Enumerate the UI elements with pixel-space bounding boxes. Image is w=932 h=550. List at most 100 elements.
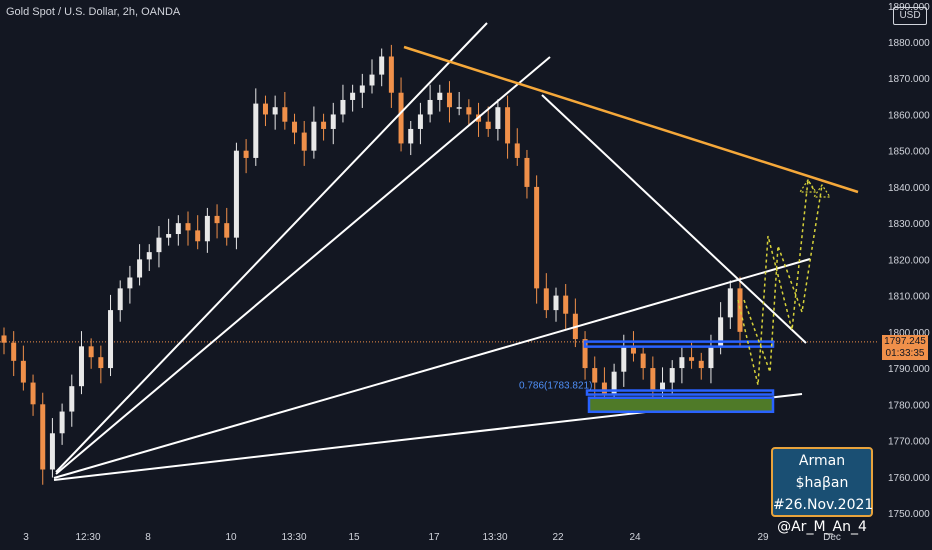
y-tick-label: 1770.000 xyxy=(888,437,930,448)
candle-body xyxy=(156,237,162,253)
trendline-steep xyxy=(55,22,488,473)
candle-body xyxy=(30,382,36,405)
candle-body xyxy=(321,121,327,129)
fib-box xyxy=(585,389,775,396)
x-tick-label: 22 xyxy=(552,532,564,543)
x-tick-label: 13:30 xyxy=(482,532,507,543)
signature-handle: @Ar_M_An_4 xyxy=(777,519,867,535)
candle-body xyxy=(417,114,423,129)
time-axis xyxy=(0,522,878,550)
candle-body xyxy=(727,288,733,318)
y-tick-label: 1750.000 xyxy=(888,509,930,520)
candle-body xyxy=(262,103,268,115)
candle-body xyxy=(718,317,724,347)
x-tick-label: 13:30 xyxy=(281,532,306,543)
candle-body xyxy=(543,288,549,311)
candle-body xyxy=(59,411,65,434)
candle-body xyxy=(350,92,356,100)
resistance-box xyxy=(583,340,775,348)
author-signature-box: Arman $haβan #26.Nov.2021 @Ar_M_An_4 xyxy=(771,447,874,535)
candle-body xyxy=(117,288,123,311)
candle-body xyxy=(689,357,695,361)
candle-body xyxy=(282,107,288,122)
candle-body xyxy=(427,99,433,115)
y-tick-label: 1800.000 xyxy=(888,328,930,339)
x-tick-label: Dec xyxy=(823,532,841,543)
candle-body xyxy=(292,121,298,133)
candle-body xyxy=(340,99,346,115)
support-zone-box xyxy=(587,396,775,414)
candle-body xyxy=(204,215,210,242)
candle-body xyxy=(224,223,230,238)
candle-body xyxy=(359,85,365,93)
candle-body xyxy=(582,339,588,369)
projection-path-right xyxy=(743,184,823,373)
fib-level-label: 0.786(1783.821) xyxy=(519,380,592,391)
candle-body xyxy=(495,107,501,129)
candle-body xyxy=(650,368,656,390)
x-tick-label: 15 xyxy=(348,532,360,543)
candle-body xyxy=(592,368,598,383)
candle-body xyxy=(601,382,607,394)
chart-title: Gold Spot / U.S. Dollar, 2h, OANDA xyxy=(6,6,181,18)
candle-body xyxy=(437,92,443,100)
y-tick-label: 1880.000 xyxy=(888,38,930,49)
candle-body xyxy=(679,357,685,369)
candle-body xyxy=(1,335,7,343)
y-tick-label: 1860.000 xyxy=(888,110,930,121)
y-tick-label: 1810.000 xyxy=(888,292,930,303)
candle-body xyxy=(630,346,636,354)
candle-body xyxy=(369,74,375,86)
projection-arrowhead-right xyxy=(812,183,832,198)
candle-body xyxy=(137,259,143,278)
candle-body xyxy=(233,150,239,238)
x-tick-label: 29 xyxy=(757,532,769,543)
candle-body xyxy=(456,107,462,109)
y-tick-label: 1820.000 xyxy=(888,255,930,266)
projection-arrowhead-left xyxy=(798,178,818,193)
candle-body xyxy=(49,433,55,470)
current-price-label: 1797.245 xyxy=(884,336,926,347)
candle-body xyxy=(640,353,646,369)
candle-body xyxy=(466,107,472,115)
y-tick-label: 1780.000 xyxy=(888,400,930,411)
candle-body xyxy=(737,288,743,332)
candle-body xyxy=(379,56,385,75)
x-tick-label: 3 xyxy=(23,532,29,543)
price-axis xyxy=(878,0,932,550)
candle-body xyxy=(127,277,133,289)
candle-body xyxy=(524,157,530,187)
currency-button[interactable]: USD xyxy=(893,7,927,25)
candle-body xyxy=(20,360,26,383)
candle-body xyxy=(108,310,114,369)
bar-countdown-label: 01:33:35 xyxy=(885,348,925,359)
candle-body xyxy=(78,346,84,387)
candle-body xyxy=(669,368,675,383)
trendline-medium xyxy=(55,56,551,475)
candle-body xyxy=(660,382,666,390)
trendline-shallow xyxy=(53,258,811,479)
candle-body xyxy=(534,186,540,289)
x-tick-label: 17 xyxy=(428,532,440,543)
trendline-resistance xyxy=(403,45,859,194)
x-tick-label: 10 xyxy=(225,532,237,543)
projection-path-left xyxy=(737,177,816,386)
y-tick-label: 1840.000 xyxy=(888,183,930,194)
candle-body xyxy=(698,360,704,369)
candle-body xyxy=(330,114,336,129)
candle-body xyxy=(166,234,172,238)
candle-body xyxy=(553,295,559,311)
candle-body xyxy=(272,107,278,115)
candle-body xyxy=(446,92,452,108)
y-tick-label: 1790.000 xyxy=(888,364,930,375)
candle-body xyxy=(485,121,491,129)
x-tick-label: 24 xyxy=(629,532,641,543)
candle-body xyxy=(146,252,152,260)
signature-date: #26.Nov.2021 xyxy=(773,497,874,513)
candle-body xyxy=(40,404,46,470)
candle-body xyxy=(243,150,249,158)
candle-body xyxy=(708,346,714,369)
candle-body xyxy=(505,107,511,144)
y-tick-label: 1830.000 xyxy=(888,219,930,230)
